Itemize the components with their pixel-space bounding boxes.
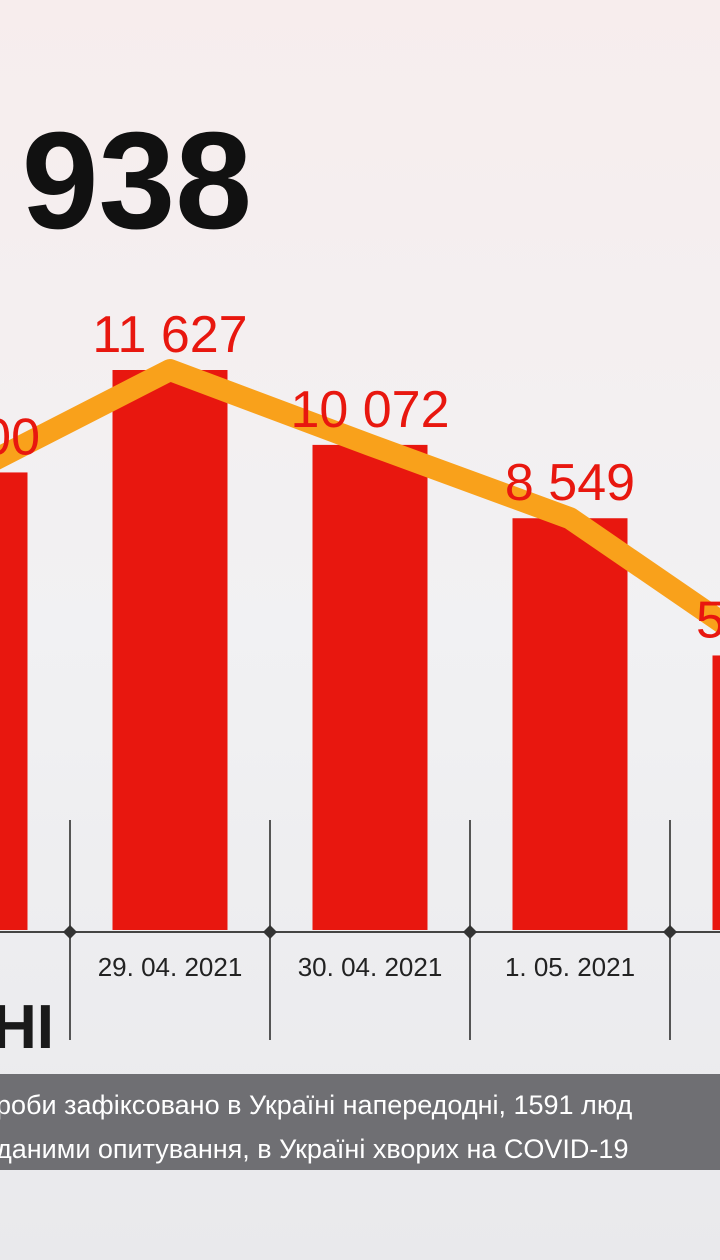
value-label: 10 072 bbox=[290, 381, 449, 439]
caption: НІ bbox=[0, 993, 54, 1062]
axis-diamond bbox=[263, 925, 277, 939]
headline: 5 938 bbox=[0, 104, 252, 258]
axis-diamond bbox=[463, 925, 477, 939]
x-tick-label: 29. 04. 2021 bbox=[98, 952, 243, 982]
trend-line bbox=[0, 359, 720, 635]
axis-diamond bbox=[663, 925, 677, 939]
x-tick-label: 1. 05. 2021 bbox=[505, 952, 635, 982]
value-label: 11 627 bbox=[92, 306, 247, 364]
axis-diamond bbox=[63, 925, 77, 939]
bar bbox=[0, 472, 28, 930]
ticker-band bbox=[0, 1074, 720, 1170]
bar bbox=[712, 655, 720, 930]
value-label: 00 bbox=[0, 408, 40, 466]
x-tick-label: 30. 04. 2021 bbox=[298, 952, 443, 982]
ticker-line: роби зафіксовано в Україні напередодні, … bbox=[0, 1090, 632, 1120]
value-label: 5 bbox=[696, 591, 720, 649]
bar bbox=[512, 518, 628, 930]
bar bbox=[112, 370, 228, 930]
ticker-line: даними опитування, в Україні хворих на C… bbox=[0, 1134, 628, 1164]
value-label: 8 549 bbox=[505, 454, 635, 512]
bar bbox=[312, 444, 428, 930]
